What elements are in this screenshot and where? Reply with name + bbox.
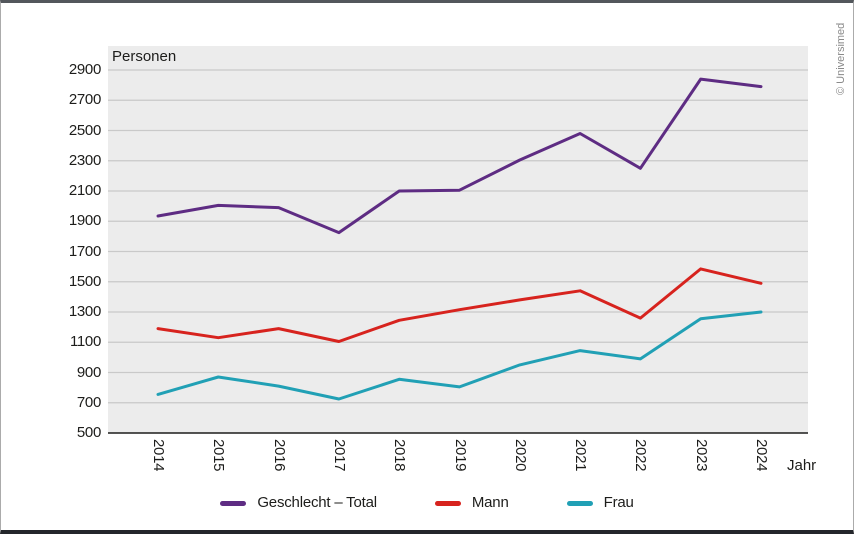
line-series-2 bbox=[156, 310, 763, 401]
chart-legend: Geschlecht – Total Mann Frau bbox=[1, 494, 853, 512]
x-tick-label: 2016 bbox=[270, 439, 288, 472]
y-tick-label: 2900 bbox=[68, 61, 101, 78]
x-tick-label: 2017 bbox=[330, 439, 348, 472]
x-tick-label: 2014 bbox=[150, 439, 167, 472]
y-tick-label: 900 bbox=[76, 363, 101, 381]
line-chart-canvas bbox=[108, 46, 808, 434]
x-tick-label: 2023 bbox=[692, 439, 710, 472]
y-tick-label: 1500 bbox=[68, 272, 101, 290]
line-series-0 bbox=[156, 77, 763, 235]
y-tick-label: 1700 bbox=[68, 242, 101, 260]
copyright-credit: © Universimed bbox=[835, 22, 847, 95]
y-tick-label: 500 bbox=[76, 424, 101, 441]
y-tick-label: 2300 bbox=[68, 151, 101, 169]
y-tick-label: 2500 bbox=[68, 121, 101, 139]
frau-series-swatch-icon bbox=[566, 500, 593, 506]
mann-series-swatch-icon bbox=[434, 500, 461, 506]
legend-label-total: Geschlecht – Total bbox=[257, 494, 377, 511]
y-tick-label: 2700 bbox=[68, 91, 101, 109]
x-tick-label: 2015 bbox=[210, 439, 228, 472]
total-series-swatch-icon bbox=[220, 500, 247, 506]
x-tick-label: 2022 bbox=[632, 439, 650, 472]
x-tick-label: 2019 bbox=[451, 439, 469, 472]
legend-item-total: Geschlecht – Total bbox=[220, 494, 377, 512]
legend-item-mann: Mann bbox=[434, 494, 509, 512]
legend-item-frau: Frau bbox=[566, 494, 634, 512]
x-tick-label: 2024 bbox=[753, 439, 770, 472]
y-tick-label: 1100 bbox=[69, 333, 101, 351]
y-tick-label: 1300 bbox=[68, 303, 101, 320]
x-tick-label: 2021 bbox=[572, 439, 590, 472]
x-tick-label: 2020 bbox=[511, 439, 529, 472]
legend-label-mann: Mann bbox=[471, 494, 509, 511]
x-axis-title: Jahr bbox=[787, 457, 817, 474]
y-axis-title: Personen bbox=[112, 48, 177, 65]
y-tick-label: 700 bbox=[76, 393, 101, 411]
x-tick-label: 2018 bbox=[391, 439, 409, 472]
line-series-1 bbox=[156, 267, 763, 343]
legend-label-frau: Frau bbox=[603, 494, 634, 511]
plot-area bbox=[108, 46, 808, 433]
y-tick-label: 2100 bbox=[68, 182, 101, 199]
y-tick-label: 1900 bbox=[68, 212, 101, 230]
